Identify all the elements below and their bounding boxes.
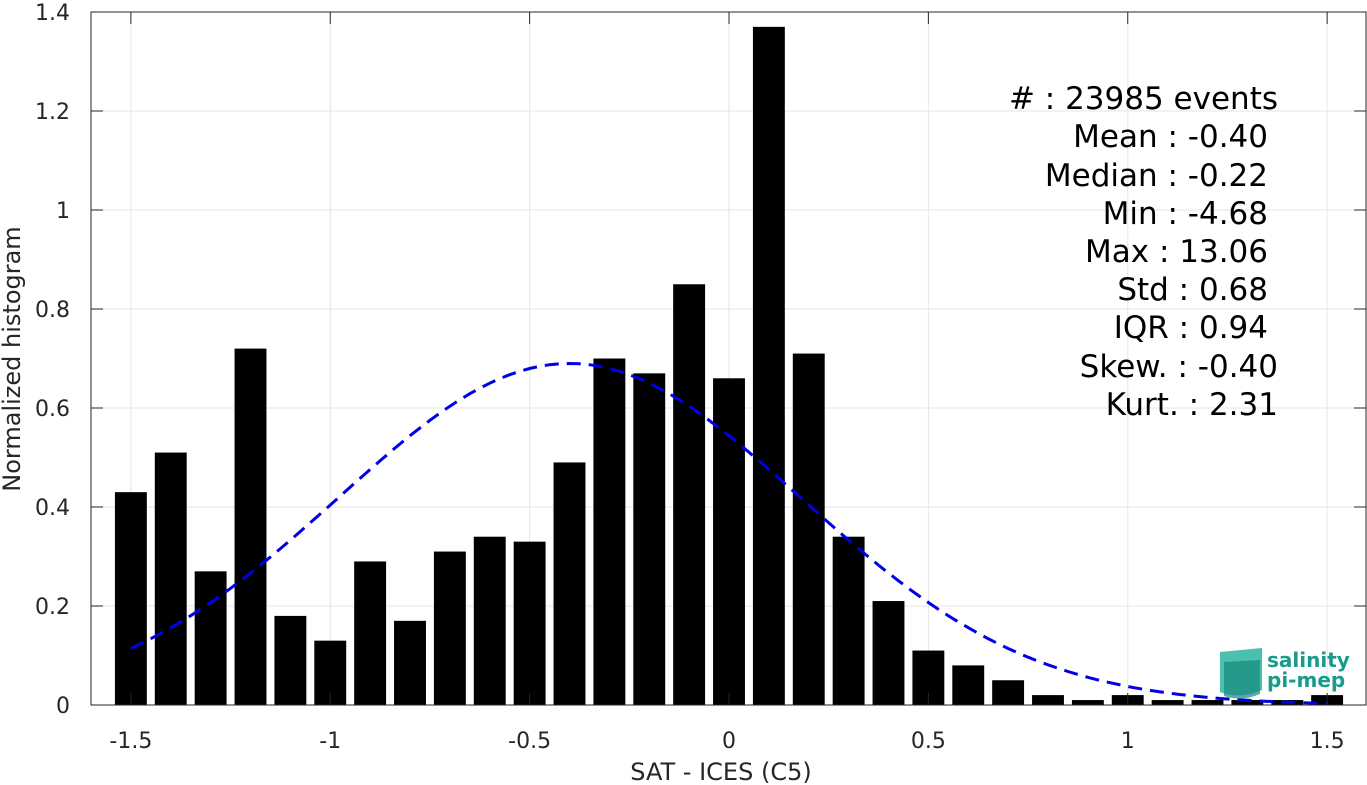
y-tick-label: 1: [56, 199, 70, 224]
stat-median: Median : -0.22: [1045, 158, 1268, 194]
x-tick-label: 1.5: [1310, 729, 1345, 754]
logo-text-line1: salinity: [1267, 648, 1350, 672]
statistics-box: # : 23985 events Mean : -0.40 Median : -…: [1009, 81, 1278, 423]
histogram-bar: [673, 284, 706, 705]
histogram-bar: [792, 353, 825, 705]
histogram-bar: [473, 536, 506, 705]
histogram-bar: [633, 373, 666, 705]
x-tick-label: 1: [1121, 729, 1135, 754]
x-tick-label: 0.5: [911, 729, 946, 754]
stat-std: Std : 0.68: [1117, 272, 1268, 308]
x-tick-label: -0.5: [508, 729, 551, 754]
histogram-bar: [154, 452, 187, 705]
histogram-bar: [433, 551, 466, 705]
histogram-bar: [872, 601, 905, 705]
y-tick-label: 0.2: [35, 595, 70, 620]
histogram-bar: [513, 541, 546, 705]
y-tick-label: 0.6: [35, 397, 70, 422]
y-tick-label: 0.4: [35, 496, 70, 521]
histogram-bar: [1191, 700, 1224, 705]
x-axis-label: SAT - ICES (C5): [630, 758, 811, 785]
stat-skew: Skew. : -0.40: [1080, 349, 1278, 385]
histogram-bars: [114, 26, 1344, 706]
histogram-bar: [234, 348, 267, 705]
stat-kurt: Kurt. : 2.31: [1106, 387, 1278, 423]
y-tick-label: 1.4: [35, 1, 70, 26]
x-tick-label: -1.5: [109, 729, 152, 754]
salinity-pi-mep-logo: salinity pi-mep: [1220, 648, 1350, 699]
stat-max: Max : 13.06: [1085, 234, 1268, 270]
stat-mean: Mean : -0.40: [1073, 119, 1268, 155]
histogram-bar: [1151, 700, 1184, 705]
histogram-bar: [354, 561, 387, 705]
histogram-bar: [593, 358, 626, 705]
histogram-bar: [1032, 695, 1064, 705]
y-tick-label: 0.8: [35, 298, 70, 323]
histogram-bar: [713, 378, 745, 705]
histogram-bar: [394, 620, 426, 705]
histogram-bar: [1071, 700, 1104, 705]
logo-wave-icon-2: [1224, 660, 1260, 699]
y-tick-labels: 0 0.2 0.4 0.6 0.8 1 1.2 1.4: [35, 1, 70, 719]
y-tick-label: 1.2: [35, 100, 70, 125]
x-tick-label: -1: [319, 729, 341, 754]
histogram-bar: [952, 665, 985, 705]
logo-text-line2: pi-mep: [1267, 668, 1345, 692]
y-tick-label: 0: [56, 694, 70, 719]
histogram-bar: [832, 536, 865, 705]
y-axis-label: Normalized histogram: [0, 226, 26, 491]
x-tick-labels: -1.5 -1 -0.5 0 0.5 1 1.5: [109, 729, 1344, 754]
grid-lines: [91, 11, 1367, 706]
stat-iqr: IQR : 0.94: [1114, 310, 1268, 346]
histogram-bar: [992, 680, 1025, 705]
axes-box: [90, 11, 1367, 706]
histogram-bar: [1231, 700, 1264, 705]
stat-events: # : 23985 events: [1009, 81, 1278, 117]
histogram-bar: [752, 26, 785, 706]
gaussian-fit-curve: [130, 361, 1328, 705]
histogram-bar: [194, 571, 227, 705]
histogram-bar: [274, 615, 307, 705]
x-tick-label: 0: [722, 729, 736, 754]
histogram-bar: [553, 462, 586, 705]
histogram-bar: [114, 492, 147, 705]
stat-min: Min : -4.68: [1103, 196, 1268, 232]
